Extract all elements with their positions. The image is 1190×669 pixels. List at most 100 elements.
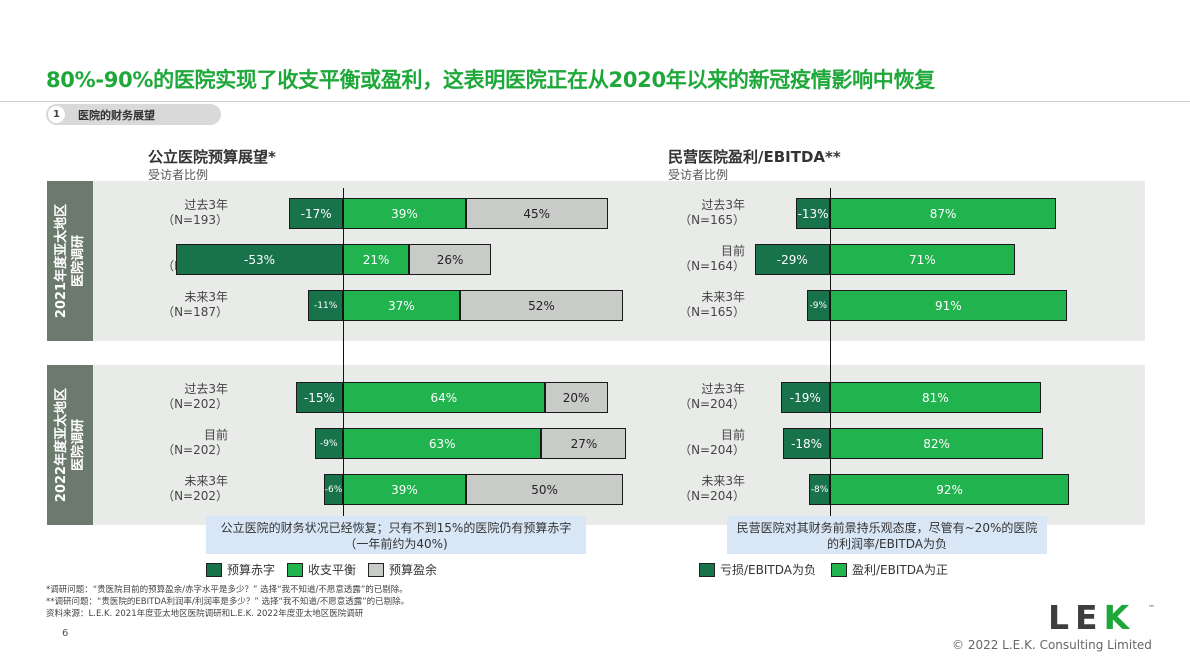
legend-profit-label: 盈利/EBITDA为正 — [852, 563, 948, 577]
legend-profit-swatch — [831, 562, 847, 577]
public-bar-deficit: -11% — [308, 290, 343, 321]
section-number-badge: 1 — [48, 106, 65, 123]
public-bar-balance: 63% — [343, 428, 542, 459]
row-period: 未来3年 — [701, 290, 745, 304]
private-bar-balance: 81% — [830, 382, 1041, 413]
public-row-label: 目前 （N=202） — [148, 428, 228, 458]
row-sample-size: （N=202） — [162, 489, 228, 503]
private-chart-title: 民营医院盈利/EBITDA** — [668, 148, 841, 166]
public-row-label: 过去3年 （N=193） — [148, 198, 228, 228]
copyright: © 2022 L.E.K. Consulting Limited — [952, 638, 1152, 652]
public-row-label: 未来3年 （N=187） — [148, 290, 228, 320]
legend-surplus: 预算盈余 — [368, 561, 437, 578]
private-row-label: 过去3年 （N=204） — [665, 382, 745, 412]
private-bar-deficit: -29% — [754, 244, 830, 275]
row-sample-size: （N=193） — [162, 213, 228, 227]
public-bar-surplus: 26% — [409, 244, 492, 275]
private-bar-balance: 82% — [830, 428, 1044, 459]
public-bar-surplus: 27% — [541, 428, 627, 459]
public-chart-subtitle: 受访者比例 — [148, 168, 209, 182]
public-bar-balance: 37% — [343, 290, 460, 321]
public-bar-deficit: -17% — [289, 198, 343, 229]
public-bar-balance: 39% — [343, 474, 466, 505]
row-period: 未来3年 — [184, 474, 228, 488]
private-row-label: 未来3年 （N=165） — [665, 290, 745, 320]
public-bar-balance: 39% — [343, 198, 466, 229]
row-sample-size: （N=204） — [679, 397, 745, 411]
public-bar-surplus: 50% — [465, 474, 624, 505]
row-period: 过去3年 — [184, 198, 228, 212]
footnote-source: 资料来源：L.E.K. 2021年度亚太地区医院调研和L.E.K. 2022年度… — [46, 609, 364, 619]
legend-deficit-label: 预算赤字 — [227, 563, 276, 577]
legend-surplus-swatch — [368, 562, 384, 577]
title-divider — [0, 101, 1190, 102]
private-zero-axis — [830, 188, 831, 518]
legend-loss-label: 亏损/EBITDA为负 — [720, 563, 816, 577]
legend-profit: 盈利/EBITDA为正 — [831, 561, 948, 578]
public-bar-deficit: -6% — [324, 474, 343, 505]
row-period: 目前 — [720, 244, 745, 258]
public-chart-title: 公立医院预算展望* — [148, 148, 276, 166]
private-bar-balance: 71% — [830, 244, 1015, 275]
footnote-private: **调研问题：“贵医院的EBITDA利润率/利润率是多少？” 选择“我不知道/不… — [46, 597, 410, 607]
legend-loss-swatch — [699, 562, 715, 577]
row-sample-size: （N=202） — [162, 443, 228, 457]
row-period: 过去3年 — [184, 382, 228, 396]
row-period: 未来3年 — [701, 474, 745, 488]
band-label-2022: 2022年度亚太地区 医院调研 — [47, 365, 93, 525]
page-number: 6 — [62, 628, 69, 639]
private-bar-deficit: -19% — [780, 382, 830, 413]
private-bar-balance: 92% — [830, 474, 1070, 505]
band-label-2021: 2021年度亚太地区 医院调研 — [47, 181, 93, 341]
private-bar-deficit: -13% — [796, 198, 830, 229]
row-period: 目前 — [203, 428, 228, 442]
section-tab — [46, 104, 221, 125]
row-sample-size: （N=164） — [679, 259, 745, 273]
row-period: 过去3年 — [701, 382, 745, 396]
public-bar-surplus: 52% — [459, 290, 624, 321]
public-bar-balance: 64% — [343, 382, 545, 413]
legend-deficit-swatch — [206, 562, 222, 577]
row-sample-size: （N=204） — [679, 489, 745, 503]
public-bar-surplus: 45% — [465, 198, 608, 229]
trademark-mark: ™ — [1148, 604, 1155, 612]
footnote-public: *调研问题：“贵医院目前的预算盈余/赤字水平是多少？” 选择“我不知道/不愿意透… — [46, 585, 408, 595]
public-bar-deficit: -9% — [314, 428, 343, 459]
row-period: 目前 — [720, 428, 745, 442]
private-row-label: 目前 （N=204） — [665, 428, 745, 458]
public-callout: 公立医院的财务状况已经恢复；只有不到15%的医院仍有预算赤字 （一年前约为40%) — [206, 516, 586, 554]
legend-surplus-label: 预算盈余 — [389, 563, 438, 577]
private-chart-subtitle: 受访者比例 — [668, 168, 729, 182]
public-bar-deficit: -15% — [295, 382, 343, 413]
legend-balance-swatch — [287, 562, 303, 577]
public-bar-deficit: -53% — [176, 244, 343, 275]
private-bar-deficit: -9% — [806, 290, 830, 321]
private-bar-balance: 87% — [830, 198, 1057, 229]
row-sample-size: （N=165） — [679, 305, 745, 319]
private-bar-balance: 91% — [830, 290, 1067, 321]
private-bar-deficit: -18% — [783, 428, 830, 459]
lek-logo: LEK — [1048, 598, 1136, 637]
legend-deficit: 预算赤字 — [206, 561, 275, 578]
public-row-label: 未来3年 （N=202） — [148, 474, 228, 504]
row-period: 未来3年 — [184, 290, 228, 304]
row-period: 过去3年 — [701, 198, 745, 212]
private-row-label: 目前 （N=164） — [665, 244, 745, 274]
private-row-label: 未来3年 （N=204） — [665, 474, 745, 504]
private-row-label: 过去3年 （N=165） — [665, 198, 745, 228]
section-label: 医院的财务展望 — [78, 109, 155, 122]
private-callout: 民营医院对其财务前景持乐观态度，尽管有~20%的医院 的利润率/EBITDA为负 — [727, 516, 1047, 554]
page-title: 80%-90%的医院实现了收支平衡或盈利，这表明医院正在从2020年以来的新冠疫… — [46, 68, 935, 92]
public-zero-axis — [343, 188, 344, 518]
public-bar-surplus: 20% — [544, 382, 608, 413]
public-row-label: 过去3年 （N=202） — [148, 382, 228, 412]
row-sample-size: （N=165） — [679, 213, 745, 227]
row-sample-size: （N=202） — [162, 397, 228, 411]
public-bar-balance: 21% — [343, 244, 410, 275]
legend-balance-label: 收支平衡 — [308, 563, 357, 577]
row-sample-size: （N=204） — [679, 443, 745, 457]
legend-balance: 收支平衡 — [287, 561, 356, 578]
row-sample-size: （N=187） — [162, 305, 228, 319]
legend-loss: 亏损/EBITDA为负 — [699, 561, 816, 578]
